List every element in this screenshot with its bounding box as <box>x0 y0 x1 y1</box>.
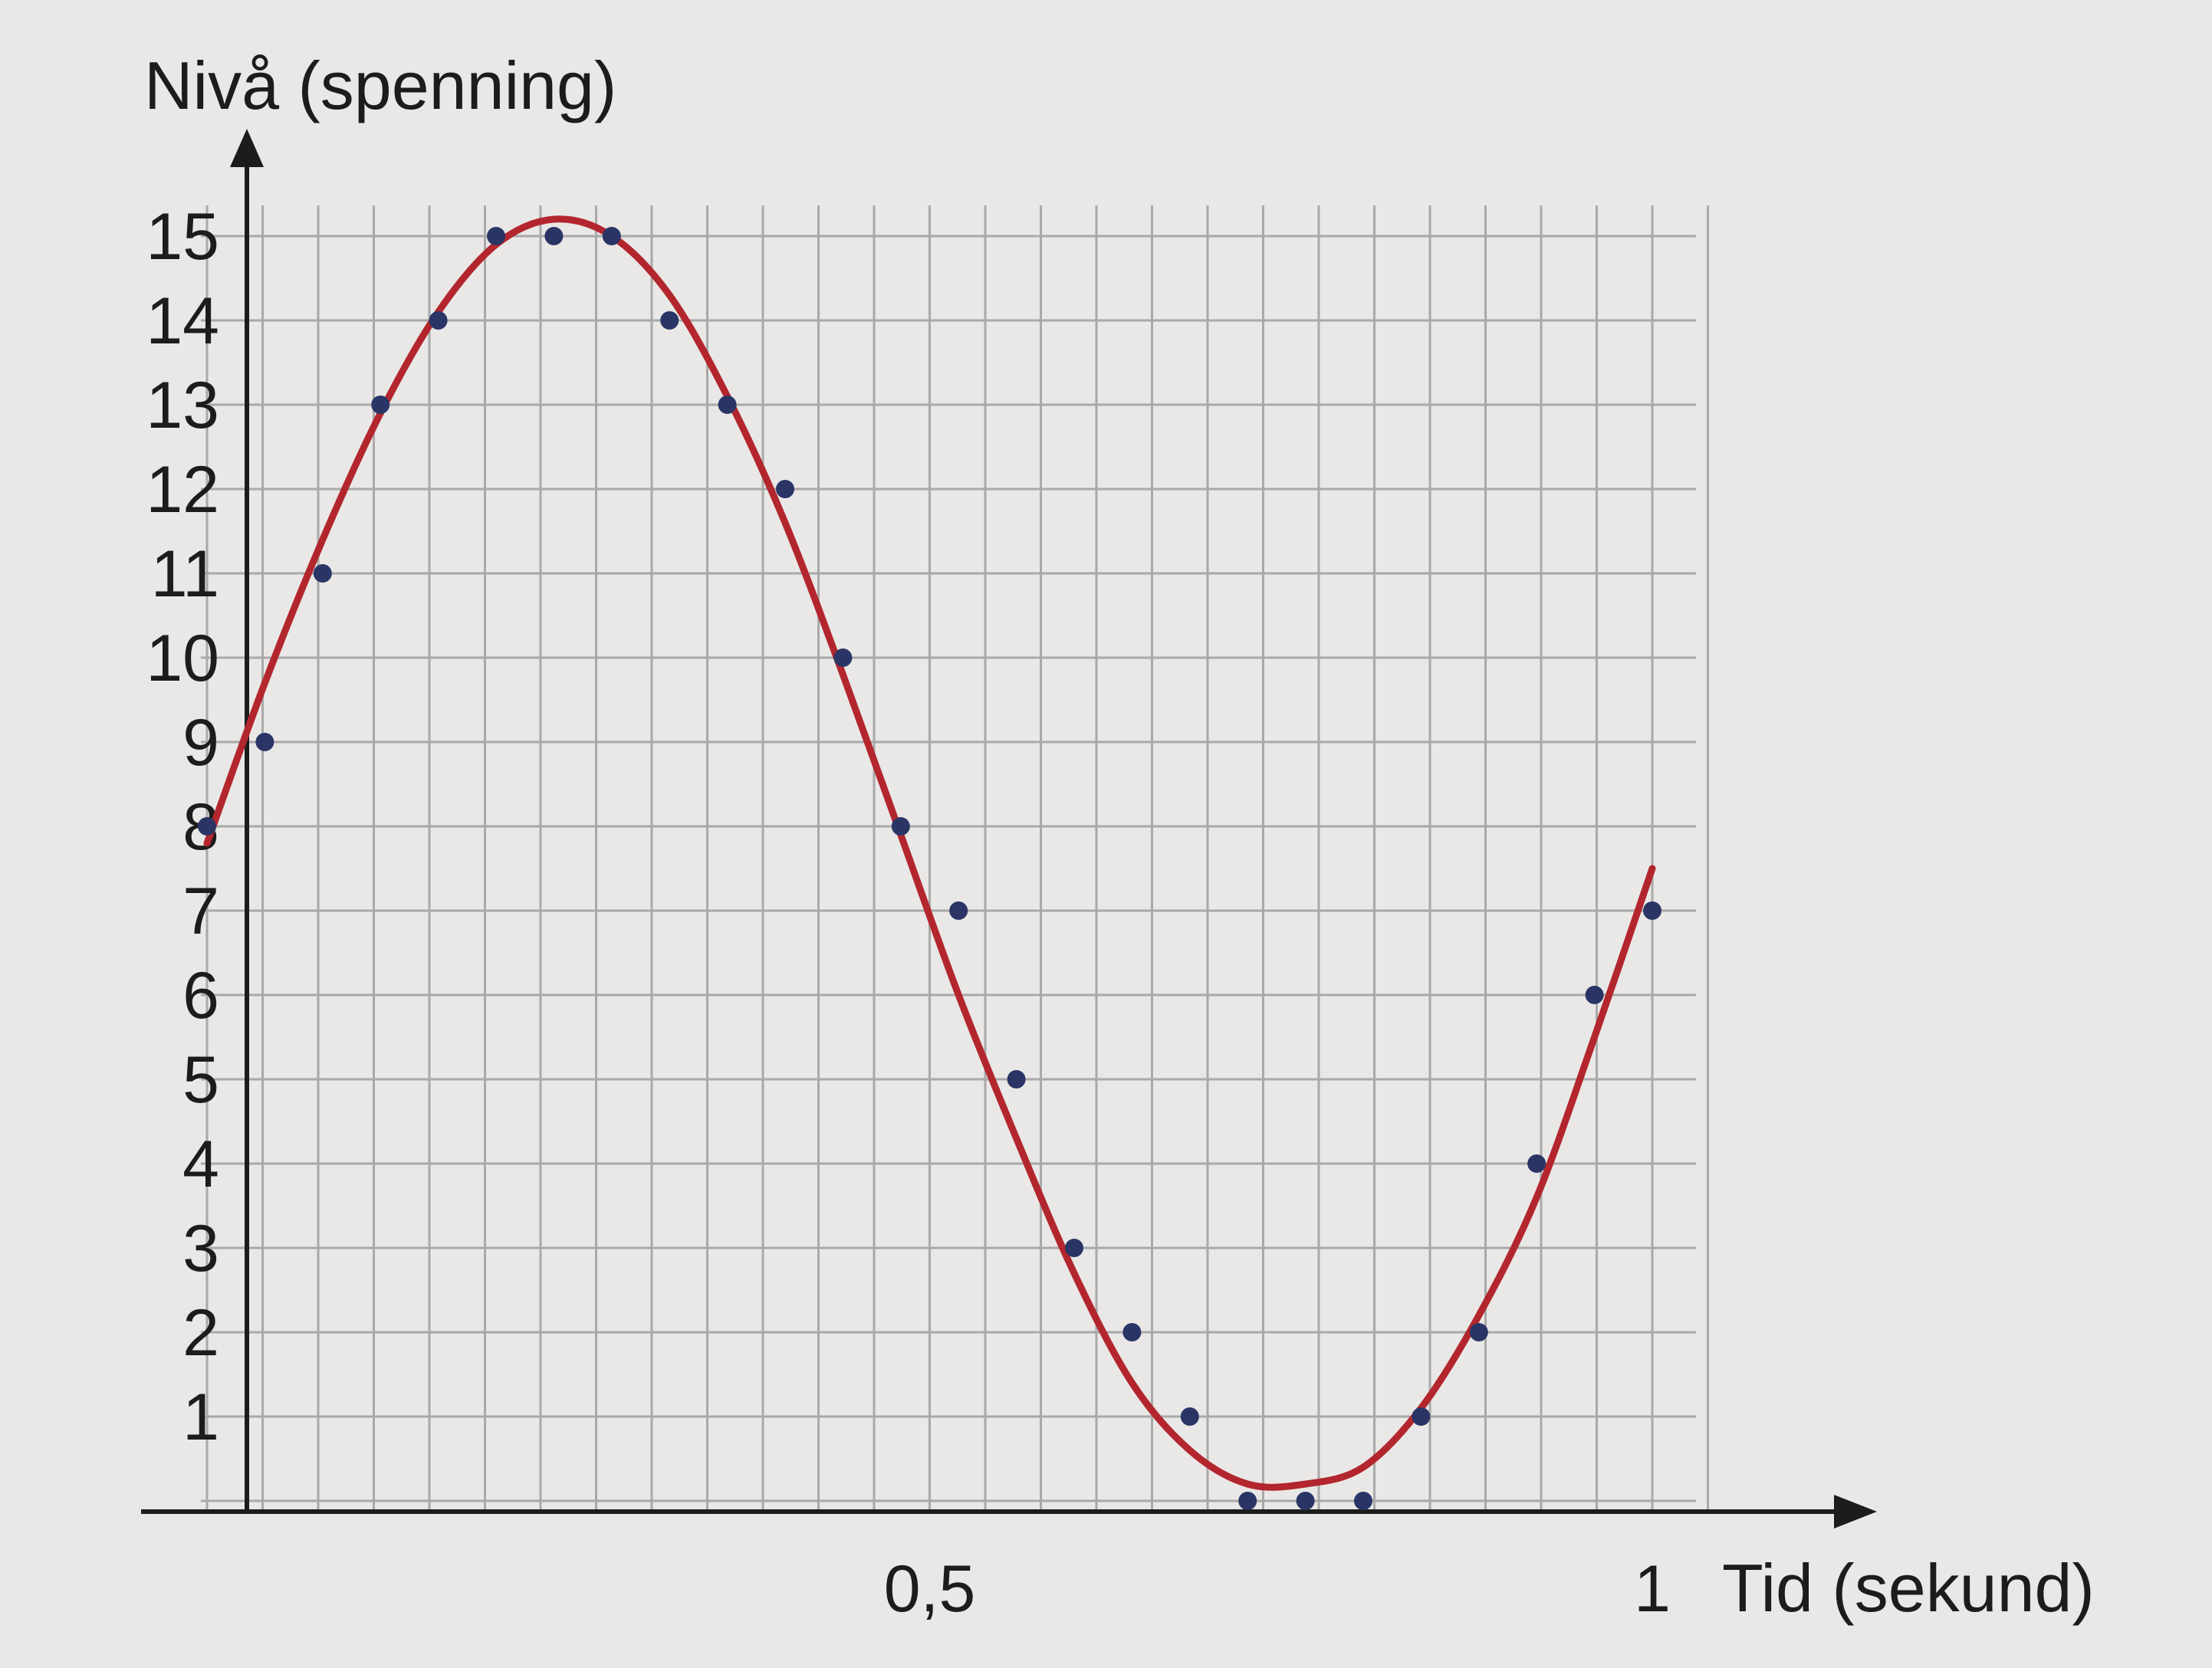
data-point <box>718 396 737 414</box>
data-point <box>1527 1154 1546 1173</box>
data-point <box>1180 1407 1199 1426</box>
data-point <box>313 564 332 583</box>
series-line-curve <box>203 215 1656 1491</box>
y-tick-label: 5 <box>182 1043 219 1117</box>
x-tick-labels: 0,5 1 <box>884 1552 1671 1626</box>
y-axis-arrow <box>230 129 264 167</box>
data-point <box>1412 1407 1431 1426</box>
y-tick-label: 7 <box>182 875 219 948</box>
y-tick-label: 1 <box>182 1381 219 1454</box>
y-tick-label: 13 <box>146 369 219 442</box>
y-tick-label: 9 <box>182 706 219 780</box>
y-tick-label: 2 <box>182 1296 219 1370</box>
data-point <box>602 227 621 245</box>
data-point <box>776 480 794 498</box>
data-point <box>1007 1070 1026 1088</box>
data-point <box>371 396 390 414</box>
data-point <box>949 901 968 920</box>
data-point <box>1122 1323 1142 1341</box>
data-point <box>1296 1492 1315 1510</box>
data-point <box>255 733 274 751</box>
x-tick-label: 1 <box>1634 1552 1671 1626</box>
y-tick-label: 14 <box>146 284 219 358</box>
data-point <box>198 817 216 836</box>
y-tick-label: 10 <box>146 622 219 695</box>
data-point <box>1469 1323 1488 1341</box>
y-tick-label: 11 <box>151 537 219 611</box>
data-point <box>429 311 448 330</box>
y-tick-label: 15 <box>146 200 219 274</box>
x-tick-label: 0,5 <box>884 1552 976 1626</box>
grid <box>201 205 1709 1512</box>
y-tick-label: 6 <box>182 959 219 1033</box>
axes <box>141 129 1877 1528</box>
y-tick-label: 4 <box>182 1128 219 1201</box>
data-point <box>833 648 853 667</box>
y-tick-labels: 123456789101112131415 <box>146 200 219 1454</box>
data-point <box>891 817 910 836</box>
data-point <box>1065 1239 1083 1257</box>
x-axis-label: Tid (sekund) <box>1722 1550 2095 1626</box>
series-points <box>198 227 1661 1510</box>
data-point <box>1354 1492 1372 1510</box>
data-point <box>544 227 564 245</box>
data-point <box>1238 1492 1257 1510</box>
y-tick-label: 3 <box>182 1212 219 1285</box>
data-point <box>1643 901 1661 920</box>
data-point <box>487 227 505 245</box>
data-point <box>660 311 679 330</box>
y-tick-label: 12 <box>146 453 219 527</box>
data-point <box>1585 986 1604 1004</box>
x-axis-arrow <box>1834 1495 1877 1528</box>
y-axis-label: Nivå (spenning) <box>144 48 616 123</box>
